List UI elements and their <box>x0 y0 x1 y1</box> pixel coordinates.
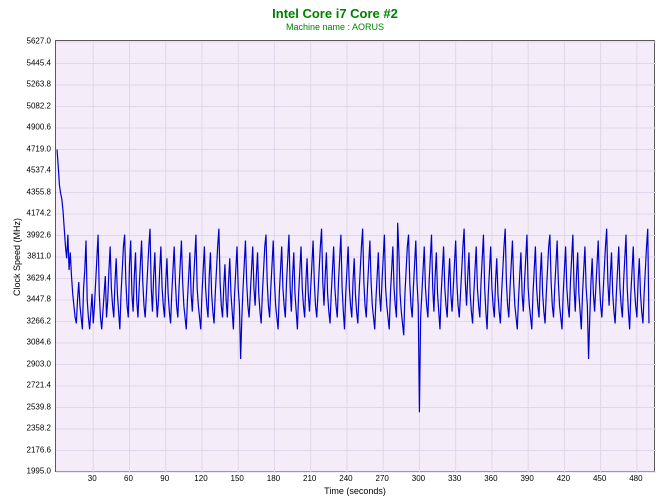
x-tick-label: 390 <box>520 474 533 483</box>
y-tick-label: 2721.4 <box>11 381 51 390</box>
x-tick-label: 270 <box>375 474 388 483</box>
y-tick-label: 1995.0 <box>11 467 51 476</box>
y-tick-label: 2903.0 <box>11 359 51 368</box>
x-tick-label: 360 <box>484 474 497 483</box>
plot-area <box>55 40 655 472</box>
y-tick-label: 2176.6 <box>11 445 51 454</box>
x-tick-label: 90 <box>160 474 169 483</box>
chart-container: Intel Core i7 Core #2 Machine name : AOR… <box>0 0 670 502</box>
y-tick-label: 3629.4 <box>11 273 51 282</box>
x-tick-label: 300 <box>412 474 425 483</box>
y-tick-label: 5627.0 <box>11 37 51 46</box>
chart-title: Intel Core i7 Core #2 <box>0 6 670 21</box>
y-tick-label: 2539.8 <box>11 402 51 411</box>
chart-svg <box>56 41 656 473</box>
y-tick-label: 5263.8 <box>11 80 51 89</box>
x-axis-label: Time (seconds) <box>55 486 655 496</box>
x-tick-label: 450 <box>593 474 606 483</box>
y-tick-label: 4355.8 <box>11 187 51 196</box>
x-tick-label: 60 <box>124 474 133 483</box>
y-tick-label: 4900.6 <box>11 123 51 132</box>
chart-subtitle: Machine name : AORUS <box>0 22 670 32</box>
y-tick-label: 4719.0 <box>11 144 51 153</box>
y-tick-label: 2358.2 <box>11 424 51 433</box>
y-tick-label: 4537.4 <box>11 166 51 175</box>
y-tick-label: 3811.0 <box>11 252 51 261</box>
x-tick-label: 210 <box>303 474 316 483</box>
y-tick-label: 3266.2 <box>11 316 51 325</box>
y-tick-label: 3084.6 <box>11 338 51 347</box>
y-tick-label: 4174.2 <box>11 209 51 218</box>
x-tick-label: 420 <box>557 474 570 483</box>
y-tick-label: 3992.6 <box>11 230 51 239</box>
y-tick-label: 3447.8 <box>11 295 51 304</box>
x-tick-label: 120 <box>194 474 207 483</box>
y-tick-label: 5445.4 <box>11 58 51 67</box>
x-tick-label: 330 <box>448 474 461 483</box>
x-tick-label: 480 <box>629 474 642 483</box>
y-tick-label: 5082.2 <box>11 101 51 110</box>
x-tick-label: 240 <box>339 474 352 483</box>
x-tick-label: 30 <box>88 474 97 483</box>
x-tick-label: 150 <box>231 474 244 483</box>
x-tick-label: 180 <box>267 474 280 483</box>
